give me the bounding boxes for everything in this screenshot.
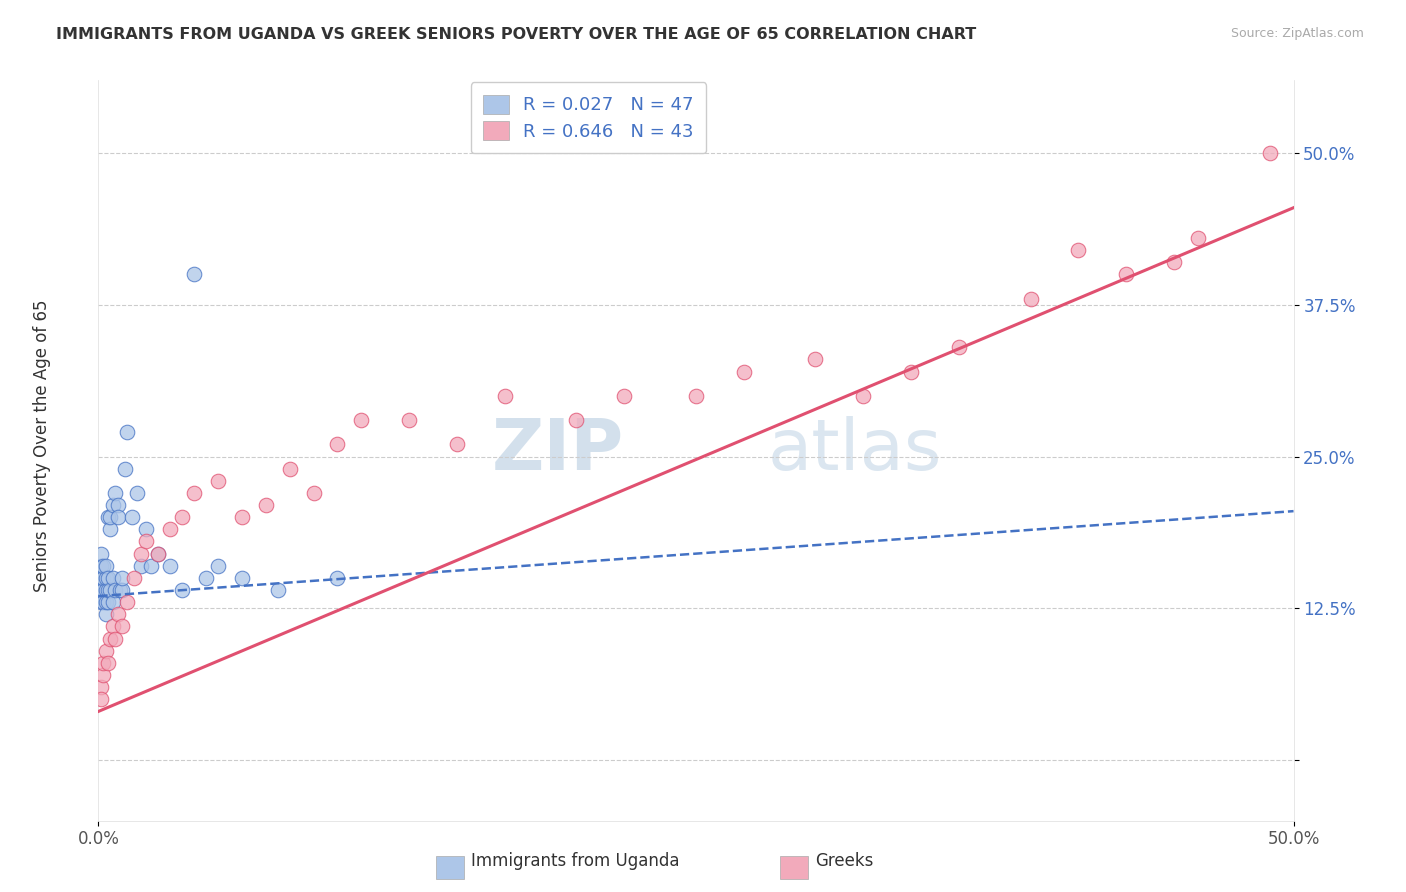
Point <box>125 486 148 500</box>
Text: atlas: atlas <box>768 416 942 485</box>
Point <box>91 595 114 609</box>
Point <box>1187 231 1209 245</box>
Point <box>94 582 117 597</box>
Point <box>94 644 117 658</box>
Text: Source: ZipAtlas.com: Source: ZipAtlas.com <box>1230 27 1364 40</box>
Point <box>111 571 134 585</box>
Point <box>97 571 120 585</box>
Text: Immigrants from Uganda: Immigrants from Uganda <box>471 852 679 870</box>
Point <box>108 582 131 597</box>
Point <box>135 522 157 536</box>
Point <box>900 365 922 379</box>
Point <box>1258 146 1281 161</box>
Point <box>852 389 875 403</box>
Point <box>1115 268 1137 282</box>
Point <box>101 595 124 609</box>
Point <box>90 692 112 706</box>
Point <box>804 352 827 367</box>
Point <box>326 437 349 451</box>
Point <box>104 486 127 500</box>
Point <box>124 571 146 585</box>
Point <box>91 582 114 597</box>
Point <box>172 582 194 597</box>
Point <box>398 413 420 427</box>
Point <box>326 571 349 585</box>
Point <box>101 498 124 512</box>
Point <box>114 461 136 475</box>
Point <box>565 413 588 427</box>
Point <box>98 582 122 597</box>
Point <box>98 632 122 646</box>
Point <box>254 498 277 512</box>
Point <box>107 498 129 512</box>
Point <box>183 486 205 500</box>
Point <box>101 619 124 633</box>
Point <box>350 413 373 427</box>
Point <box>613 389 636 403</box>
Legend: R = 0.027   N = 47, R = 0.646   N = 43: R = 0.027 N = 47, R = 0.646 N = 43 <box>471 82 706 153</box>
Point <box>94 558 117 573</box>
Point <box>90 582 112 597</box>
Point <box>91 571 114 585</box>
Point <box>135 534 157 549</box>
Point <box>90 680 112 694</box>
Point <box>91 558 114 573</box>
Point <box>91 656 114 670</box>
Text: IMMIGRANTS FROM UGANDA VS GREEK SENIORS POVERTY OVER THE AGE OF 65 CORRELATION C: IMMIGRANTS FROM UGANDA VS GREEK SENIORS … <box>56 27 977 42</box>
Text: Greeks: Greeks <box>815 852 875 870</box>
Point <box>91 668 114 682</box>
Point <box>207 558 229 573</box>
Point <box>139 558 162 573</box>
Point <box>159 558 181 573</box>
Point <box>172 510 194 524</box>
Point <box>302 486 325 500</box>
Point <box>111 619 134 633</box>
Point <box>1067 243 1090 257</box>
Point <box>90 571 112 585</box>
Point <box>685 389 707 403</box>
Point <box>97 656 120 670</box>
Point <box>231 510 253 524</box>
Point <box>231 571 253 585</box>
Point <box>107 607 129 622</box>
Point <box>94 607 117 622</box>
Point <box>733 365 755 379</box>
Point <box>948 340 970 354</box>
Point <box>98 510 122 524</box>
Point <box>148 547 170 561</box>
Point <box>104 632 127 646</box>
Point <box>90 547 112 561</box>
Point <box>98 522 122 536</box>
Point <box>104 582 127 597</box>
Point <box>97 582 120 597</box>
Point <box>1163 255 1185 269</box>
Point <box>97 510 120 524</box>
Point <box>1019 292 1042 306</box>
Point <box>115 595 138 609</box>
Point <box>121 510 143 524</box>
Point <box>107 510 129 524</box>
Text: Seniors Poverty Over the Age of 65: Seniors Poverty Over the Age of 65 <box>34 300 51 592</box>
Point <box>115 425 138 440</box>
Text: ZIP: ZIP <box>492 416 624 485</box>
Point <box>148 547 170 561</box>
Point <box>111 582 134 597</box>
Point <box>94 571 117 585</box>
Point <box>131 558 153 573</box>
Point <box>446 437 468 451</box>
Point <box>90 558 112 573</box>
Point <box>97 595 120 609</box>
Point <box>101 571 124 585</box>
Point <box>159 522 181 536</box>
Point <box>267 582 290 597</box>
Point <box>90 595 112 609</box>
Point <box>278 461 301 475</box>
Point <box>494 389 516 403</box>
Point <box>131 547 153 561</box>
Point <box>207 474 229 488</box>
Point <box>183 268 205 282</box>
Point <box>195 571 218 585</box>
Point <box>94 595 117 609</box>
